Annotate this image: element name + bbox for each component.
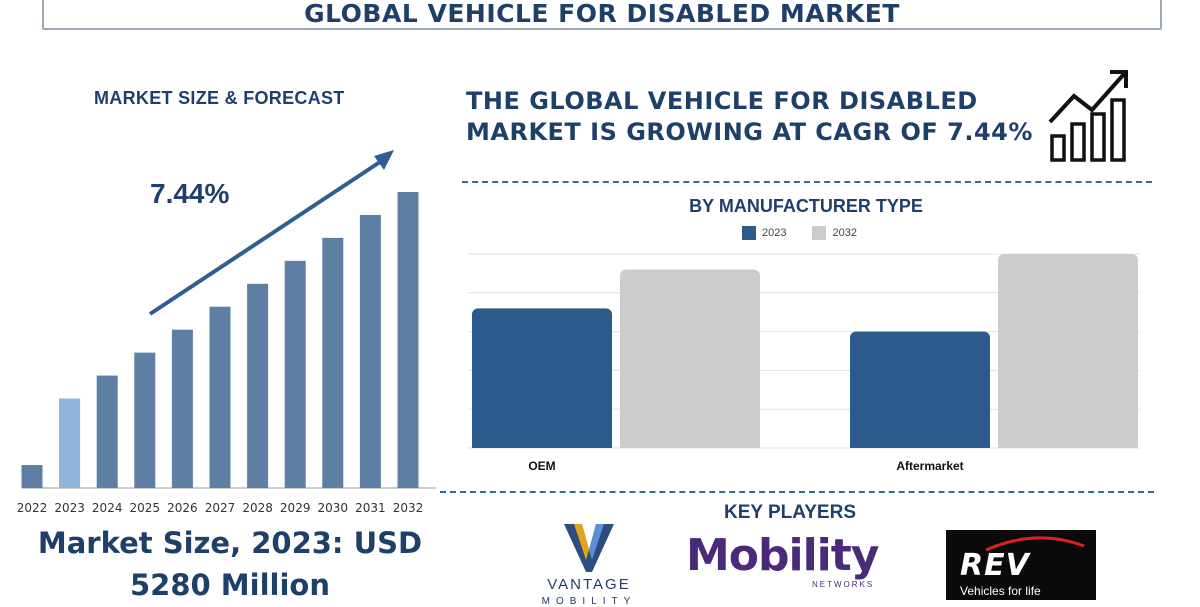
manufacturer-type-chart: OEM Aftermarket xyxy=(468,253,1140,473)
market-size-text: Market Size, 2023: USD 5280 Million xyxy=(20,522,440,606)
vantage-sub: MOBILITY xyxy=(541,596,637,607)
legend-label-2023: 2023 xyxy=(762,227,787,239)
rev-logo: REV Vehicles for life xyxy=(946,530,1096,600)
bar-2024 xyxy=(96,375,118,488)
divider-top xyxy=(462,181,1152,183)
x-tick-label: 2024 xyxy=(92,501,123,515)
mobility-name: Mobility xyxy=(686,530,879,581)
growth-arrow-line xyxy=(148,156,388,316)
bar-2026 xyxy=(171,329,193,488)
headline-line-2: MARKET IS GROWING AT CAGR OF 7.44% xyxy=(466,118,1033,146)
bar-2031 xyxy=(359,214,381,488)
bar-2023 xyxy=(59,398,81,488)
category-label-aftermarket: Aftermarket xyxy=(896,459,963,473)
x-tick-label: 2023 xyxy=(54,501,85,515)
bar-aftermarket-2032 xyxy=(998,254,1138,448)
legend-item-2023: 2023 xyxy=(742,226,786,240)
x-tick-label: 2031 xyxy=(355,501,386,515)
market-size-line-1: Market Size, 2023: USD xyxy=(37,526,423,560)
x-tick-label: 2029 xyxy=(280,501,311,515)
vantage-name: VANTAGE xyxy=(547,576,631,593)
legend-swatch-2023 xyxy=(742,226,756,240)
bar-base xyxy=(850,440,990,448)
market-size-line-2: 5280 Million xyxy=(130,568,330,602)
x-tick-label: 2028 xyxy=(242,501,273,515)
x-tick-label: 2022 xyxy=(17,501,48,515)
market-forecast-chart: 2022 2023 2024 2025 2026 2027 2028 2029 2030 2031… xyxy=(17,150,436,515)
manufacturer-type-heading: BY MANUFACTURER TYPE xyxy=(689,196,923,216)
bar-base xyxy=(998,440,1138,448)
divider-bottom xyxy=(440,491,1154,493)
headline-line-1: THE GLOBAL VEHICLE FOR DISABLED xyxy=(466,87,978,115)
title-banner: GLOBAL VEHICLE FOR DISABLED MARKET xyxy=(42,0,1162,30)
bar-2025 xyxy=(134,352,156,488)
key-players-heading: KEY PLAYERS xyxy=(724,502,856,523)
bar-2027 xyxy=(209,306,231,488)
growth-arrow-head xyxy=(374,150,394,170)
market-size-forecast-heading: MARKET SIZE & FORECAST xyxy=(94,88,345,108)
mobility-sub: NETWORKS xyxy=(812,580,875,589)
mobility-networks-logo: Mobility NETWORKS xyxy=(686,530,886,600)
bar-base xyxy=(620,440,760,448)
bar-2030 xyxy=(322,237,344,488)
legend-swatch-2032 xyxy=(812,226,827,240)
category-label-oem: OEM xyxy=(528,459,555,473)
cagr-annotation: 7.44% xyxy=(150,178,230,209)
rev-swoosh-icon xyxy=(985,536,1085,552)
x-tick-label: 2032 xyxy=(393,501,424,515)
growth-chart-icon xyxy=(1048,70,1128,162)
chart-legend: 2023 2032 xyxy=(742,226,857,240)
x-tick-label: 2027 xyxy=(205,501,236,515)
bar-2029 xyxy=(284,260,306,488)
bar-aftermarket-2023 xyxy=(850,331,990,448)
vantage-mobility-logo: VANTAGE MOBILITY xyxy=(534,520,644,607)
rev-sub: Vehicles for life xyxy=(960,584,1041,598)
legend-label-2032: 2032 xyxy=(832,227,857,239)
cagr-headline: THE GLOBAL VEHICLE FOR DISABLED MARKET I… xyxy=(466,86,1056,148)
page-title: GLOBAL VEHICLE FOR DISABLED MARKET xyxy=(304,0,900,28)
bar-base xyxy=(472,440,612,448)
legend-item-2032: 2032 xyxy=(812,226,857,240)
x-tick-label: 2025 xyxy=(130,501,161,515)
x-tick-label: 2030 xyxy=(318,501,349,515)
bar-2032 xyxy=(397,192,419,488)
bar-2028 xyxy=(247,283,269,488)
bar-oem-2023 xyxy=(472,308,612,448)
bar-oem-2032 xyxy=(620,269,760,448)
vantage-emblem-icon xyxy=(564,524,614,572)
bar-2022 xyxy=(21,465,43,488)
x-tick-label: 2026 xyxy=(167,501,198,515)
rev-name: REV xyxy=(960,548,1030,583)
